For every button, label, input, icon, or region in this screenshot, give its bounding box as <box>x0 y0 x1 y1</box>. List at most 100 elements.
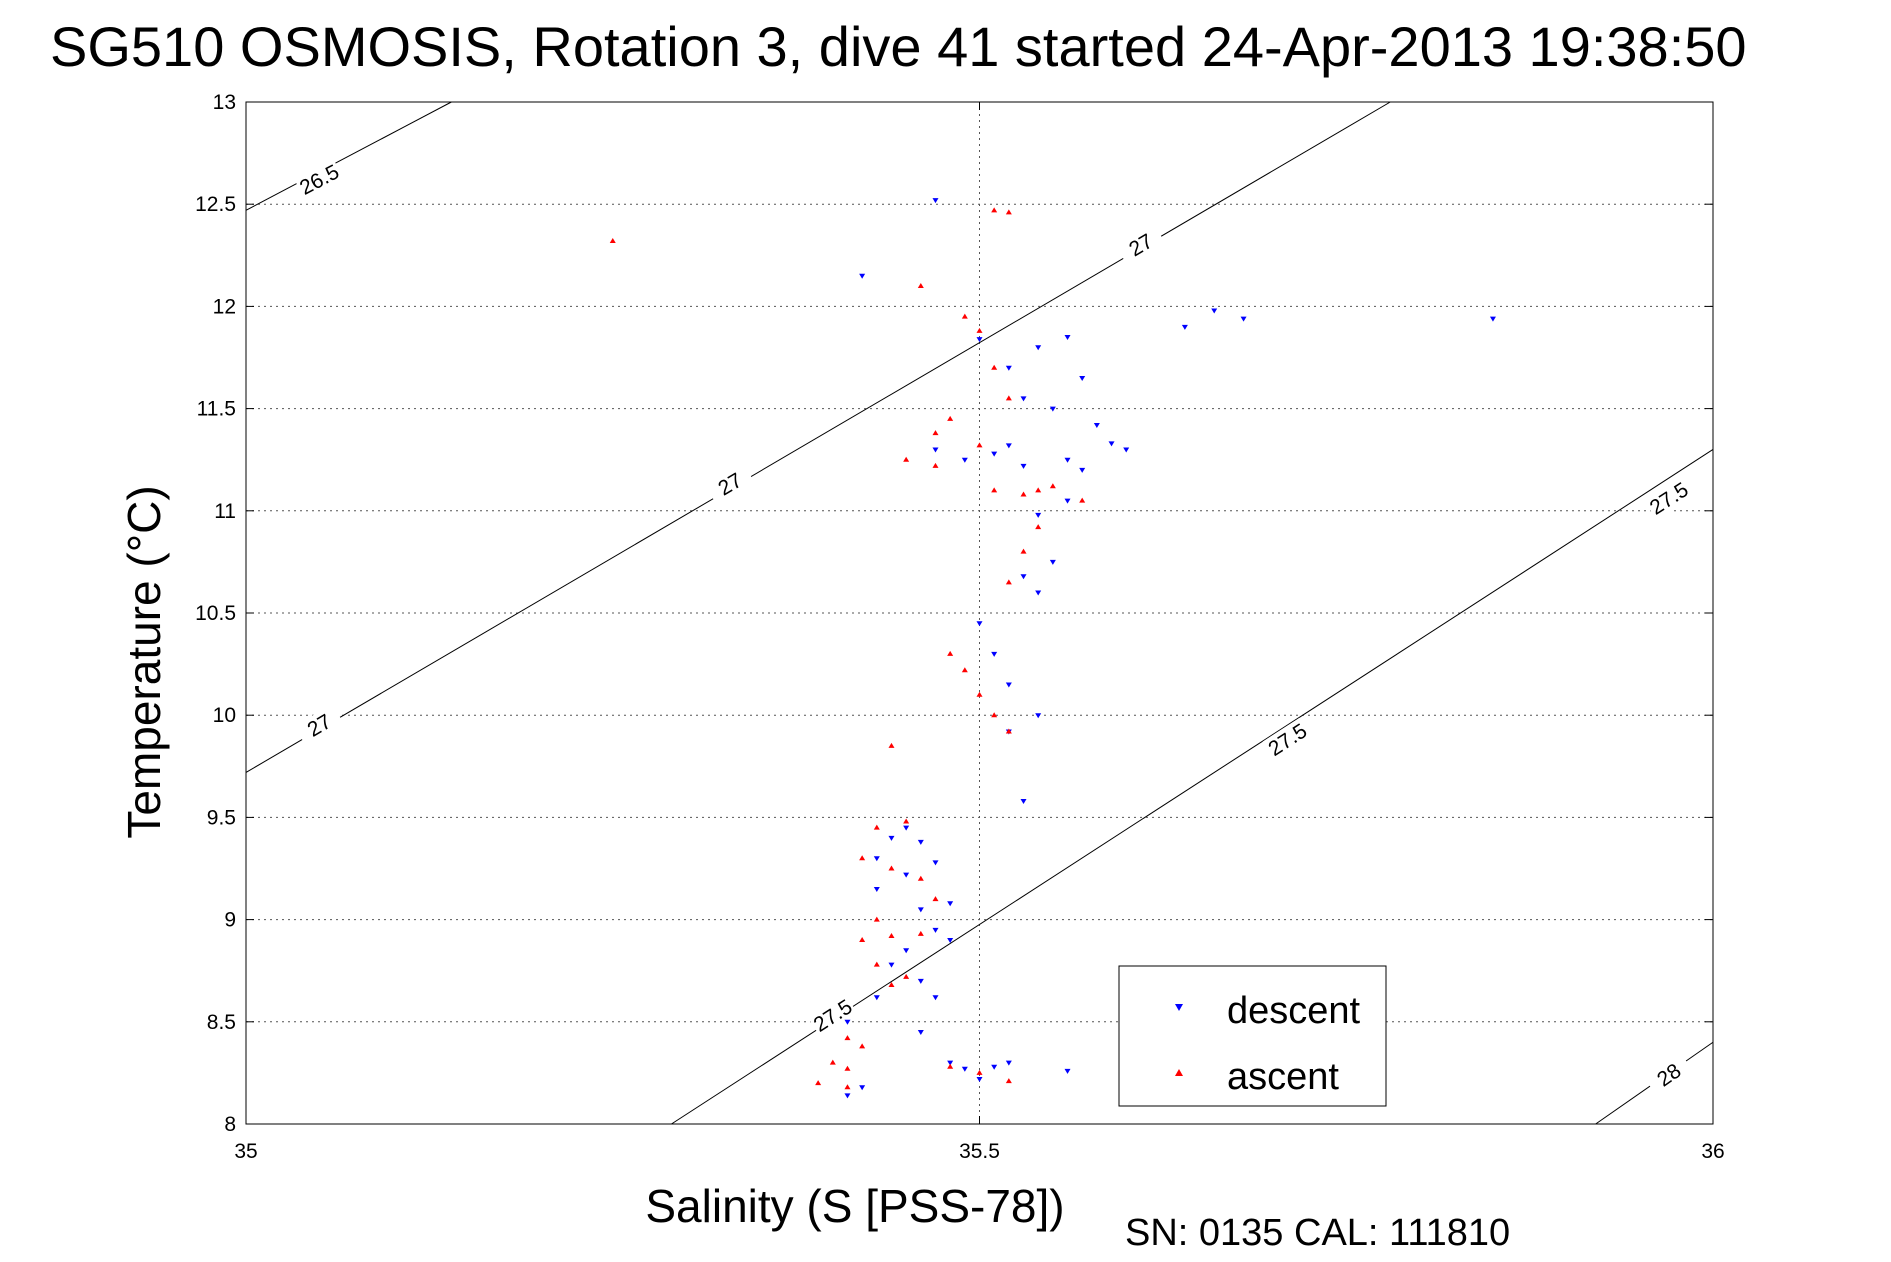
descent-point <box>859 273 866 279</box>
descent-point <box>976 1077 983 1083</box>
isopycnal-line <box>245 101 1391 773</box>
descent-point <box>932 860 939 866</box>
ascent-point <box>873 916 880 922</box>
descent-point <box>991 651 998 657</box>
descent-point <box>1020 396 1027 402</box>
descent-point <box>873 995 880 1001</box>
ascent-point <box>844 1035 851 1041</box>
ascent-point <box>903 973 910 979</box>
descent-point <box>844 1093 851 1099</box>
x-tick-label: 35.5 <box>959 1140 1000 1163</box>
descent-point <box>1108 441 1115 447</box>
descent-point <box>1020 799 1027 805</box>
descent-point <box>1035 512 1042 518</box>
ascent-point <box>991 207 998 213</box>
data-points <box>609 198 1496 1099</box>
contour-label-bg <box>807 993 858 1038</box>
descent-point <box>1064 498 1071 504</box>
ascent-point <box>947 415 954 421</box>
ascent-point <box>961 313 968 319</box>
descent-point <box>1064 457 1071 463</box>
ascent-point <box>991 364 998 370</box>
descent-point <box>873 886 880 892</box>
descent-point <box>991 451 998 457</box>
y-tick-label: 9 <box>224 909 236 932</box>
descent-point <box>1020 463 1027 469</box>
descent-point <box>1005 443 1012 449</box>
descent-point <box>903 872 910 878</box>
ascent-point <box>947 1063 954 1069</box>
descent-point <box>873 856 880 862</box>
descent-point <box>1020 574 1027 580</box>
descent-point <box>917 839 924 845</box>
contour-label-bg <box>294 158 345 201</box>
ascent-point <box>917 930 924 936</box>
descent-point <box>888 835 895 841</box>
descent-point <box>1049 406 1056 412</box>
ascent-point <box>976 1069 983 1075</box>
descent-point <box>932 927 939 933</box>
ascent-point <box>961 667 968 673</box>
ascent-point <box>976 327 983 333</box>
descent-point <box>976 337 983 343</box>
grid-lines <box>246 102 1713 1124</box>
descent-point <box>917 907 924 913</box>
descent-point <box>1211 308 1218 314</box>
ascent-point <box>991 487 998 493</box>
descent-point <box>1005 1060 1012 1066</box>
contour-label-bg <box>1644 476 1694 521</box>
ascent-point <box>888 932 895 938</box>
descent-point <box>961 457 968 463</box>
ascent-point <box>1005 395 1012 401</box>
ascent-point <box>873 824 880 830</box>
x-axis-label: Salinity (S [PSS-78]) <box>645 1180 1064 1232</box>
ascent-point <box>917 875 924 881</box>
descent-point <box>932 447 939 453</box>
descent-point <box>976 621 983 627</box>
descent-point <box>888 962 895 968</box>
ascent-point <box>873 961 880 967</box>
descent-point <box>1035 713 1042 719</box>
ascent-point <box>947 650 954 656</box>
ascent-point <box>1035 524 1042 530</box>
descent-point <box>947 1060 954 1066</box>
ascent-point <box>903 456 910 462</box>
ascent-point <box>932 896 939 902</box>
ascent-point <box>991 712 998 718</box>
serial-cal-footer: SN: 0135 CAL: 111810 <box>1125 1212 1510 1254</box>
ascent-point <box>859 937 866 943</box>
legend-descent-label: descent <box>1227 990 1361 1032</box>
descent-point <box>947 901 954 907</box>
descent-point <box>1123 447 1130 453</box>
ascent-point <box>1079 497 1086 503</box>
ascent-point <box>1005 209 1012 215</box>
ascent-point <box>609 237 616 243</box>
y-tick-label: 11 <box>214 500 236 523</box>
ascent-point <box>903 818 910 824</box>
ascent-point <box>859 1043 866 1049</box>
ascent-point <box>932 430 939 436</box>
ascent-point <box>888 982 895 988</box>
isopycnal-line <box>245 101 452 211</box>
descent-point <box>932 198 939 204</box>
descent-point <box>1064 1068 1071 1074</box>
ascent-point <box>888 865 895 871</box>
descent-point <box>947 938 954 944</box>
ascent-point <box>976 442 983 448</box>
contour-label-bg <box>1644 1052 1694 1098</box>
ascent-point <box>1049 483 1056 489</box>
ascent-point <box>1020 548 1027 554</box>
y-tick-label: 8 <box>224 1113 236 1136</box>
y-tick-label: 11.5 <box>197 398 236 421</box>
descent-point <box>844 1019 851 1025</box>
descent-point <box>1035 590 1042 596</box>
descent-point <box>1093 422 1100 428</box>
ascent-point <box>932 462 939 468</box>
x-tick-label: 35 <box>234 1140 257 1163</box>
contour-label-bg <box>1262 717 1313 762</box>
descent-point <box>1489 316 1496 322</box>
x-tick-label: 36 <box>1701 1140 1724 1163</box>
descent-point <box>1005 682 1012 688</box>
ascent-point <box>844 1065 851 1071</box>
